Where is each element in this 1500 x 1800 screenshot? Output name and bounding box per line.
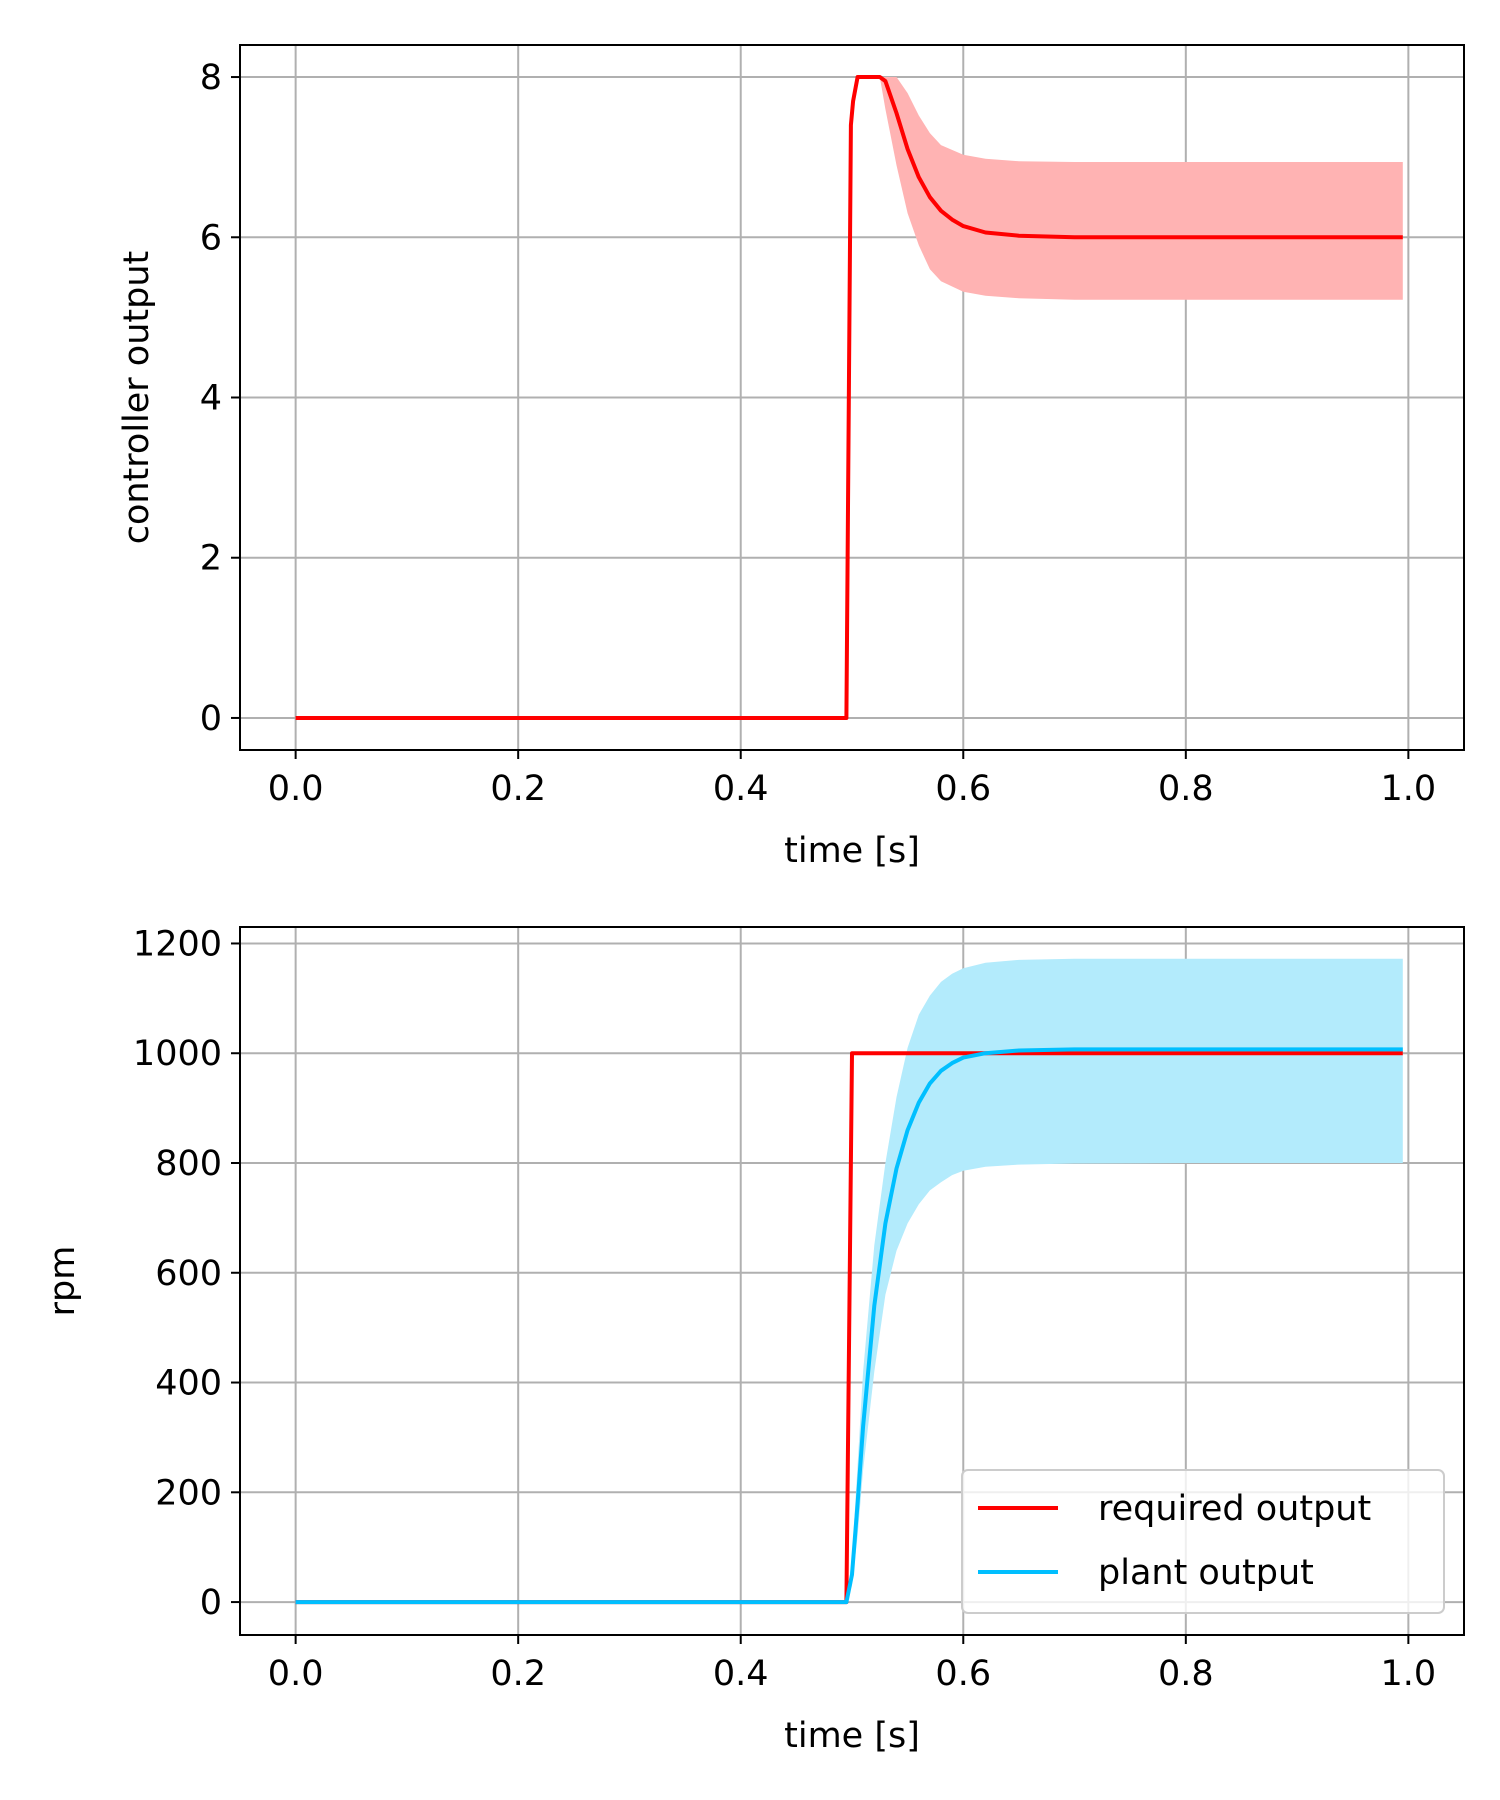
confidence-band <box>846 958 1403 1603</box>
x-tick-label: 0.2 <box>490 769 546 809</box>
y-tick-label: 1200 <box>133 924 222 964</box>
x-axis-label: time [s] <box>784 1716 920 1756</box>
y-tick-label: 800 <box>155 1144 222 1184</box>
y-tick-label: 600 <box>155 1254 222 1294</box>
y-tick-label: 4 <box>200 379 222 419</box>
confidence-band <box>879 77 1403 300</box>
series-line-plant-output <box>295 1047 1403 1605</box>
x-tick-label: 1.0 <box>1381 769 1437 809</box>
data-layer <box>295 75 1403 720</box>
x-tick-label: 0.8 <box>1158 1654 1214 1694</box>
series-line <box>295 75 1403 720</box>
x-tick-label: 0.6 <box>935 1654 991 1694</box>
legend-label: required output <box>1098 1489 1371 1529</box>
x-tick-label: 1.0 <box>1381 1654 1437 1694</box>
y-tick-label: 0 <box>200 699 222 739</box>
x-tick-label: 0.2 <box>490 1654 546 1694</box>
y-axis-label: controller output <box>117 251 157 545</box>
y-tick-label: 8 <box>200 58 222 98</box>
y-tick-label: 400 <box>155 1364 222 1404</box>
x-tick-label: 0.8 <box>1158 769 1214 809</box>
legend: required output plant output <box>961 1469 1445 1614</box>
x-tick-label: 0.4 <box>713 1654 769 1694</box>
x-tick-label: 0.0 <box>268 1654 324 1694</box>
x-tick-label: 0.6 <box>935 769 991 809</box>
chart-panel-2: 0.0 0.2 0.4 0.6 0.8 1.0 0 200 400 600 800 1000 1200 t… <box>43 924 1465 1756</box>
chart-panel-1: 0.0 0.2 0.4 0.6 0.8 1.0 0 2 4 6 8 time [s] controlle… <box>117 44 1465 871</box>
y-tick-label: 0 <box>200 1583 222 1623</box>
data-layer <box>295 958 1403 1605</box>
y-axis-label: rpm <box>43 1246 83 1317</box>
legend-box <box>961 1469 1445 1614</box>
y-tick-label: 6 <box>200 218 222 258</box>
legend-label: plant output <box>1098 1553 1314 1593</box>
x-axis-label: time [s] <box>784 831 920 871</box>
x-tick-label: 0.4 <box>713 769 769 809</box>
axes-frame <box>239 926 1465 1636</box>
y-tick-label: 1000 <box>133 1034 222 1074</box>
y-tick-label: 2 <box>200 539 222 579</box>
y-tick-label: 200 <box>155 1473 222 1513</box>
x-tick-label: 0.0 <box>268 769 324 809</box>
